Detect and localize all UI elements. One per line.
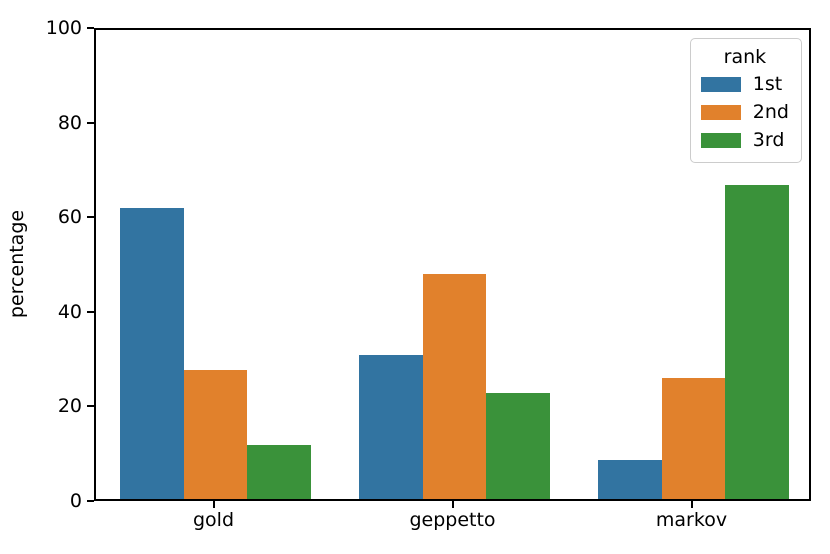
y-tick-mark-100 (87, 27, 94, 29)
y-tick-label-0: 0 (69, 490, 82, 512)
bar-geppetto-3rd (486, 392, 551, 499)
x-tick-label-geppetto: geppetto (409, 509, 496, 531)
bar-geppetto-1st (358, 355, 423, 499)
legend-swatch-1st (700, 76, 741, 92)
y-tick-label-80: 80 (57, 111, 82, 134)
x-tick-mark-geppetto (451, 501, 454, 508)
bar-gold-2nd (183, 370, 248, 499)
y-tick-mark-20 (87, 405, 94, 408)
y-tick-label-60: 60 (57, 206, 82, 229)
bar-geppetto-2nd (422, 273, 487, 499)
y-tick-label-100: 100 (45, 17, 82, 39)
y-tick-mark-40 (87, 310, 94, 313)
y-tick-label-20: 20 (57, 395, 82, 418)
legend-entry-3rd: 3rd (700, 126, 789, 154)
x-tick-label-gold: gold (192, 509, 235, 531)
legend-swatch-3rd (700, 132, 741, 148)
legend-entry-2nd: 2nd (700, 98, 789, 126)
legend-label-3rd: 3rd (752, 129, 785, 151)
bar-gold-1st (119, 207, 184, 499)
bar-gold-3rd (247, 445, 312, 499)
legend-label-1st: 1st (752, 73, 783, 95)
y-tick-label-40: 40 (57, 300, 82, 323)
y-tick-mark-80 (87, 121, 94, 124)
plot-area: rank 1st 2nd 3rd (94, 28, 811, 501)
x-tick-label-markov: markov (655, 509, 728, 531)
y-tick-mark-0 (87, 500, 94, 502)
legend-title: rank (723, 46, 767, 68)
legend-entries: 1st 2nd 3rd (700, 70, 789, 154)
y-tick-mark-60 (87, 216, 94, 219)
legend-label-2nd: 2nd (752, 101, 789, 123)
legend-entry-1st: 1st (700, 70, 789, 98)
bar-markov-2nd (661, 378, 726, 499)
bar-markov-3rd (725, 184, 790, 499)
legend: rank 1st 2nd 3rd (689, 38, 802, 163)
x-tick-mark-gold (212, 501, 215, 508)
x-tick-mark-markov (690, 501, 693, 508)
bar-markov-1st (597, 459, 662, 499)
legend-swatch-2nd (700, 104, 741, 120)
